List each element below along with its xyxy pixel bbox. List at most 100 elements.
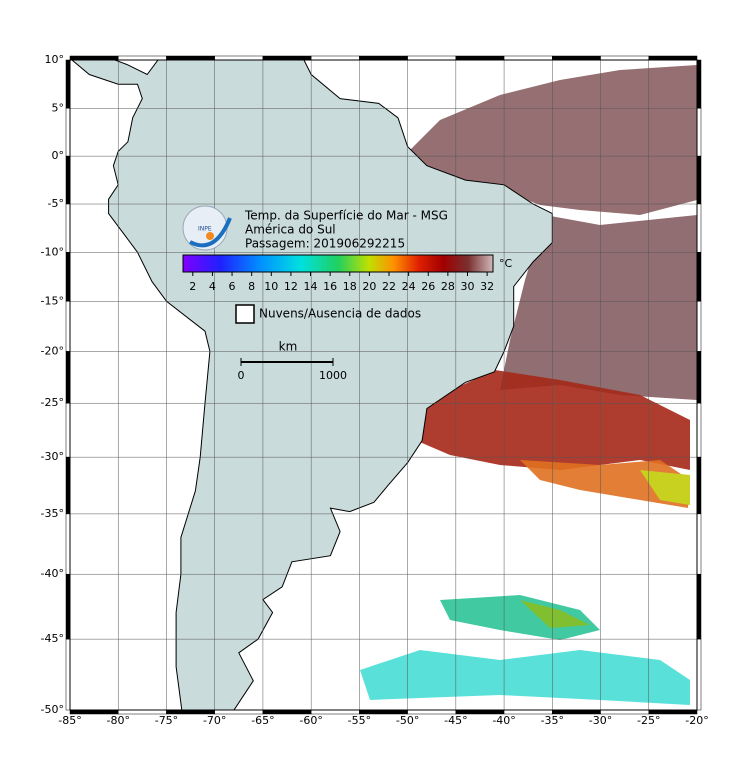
frame-segment (455, 55, 505, 61)
lon-tick-label: -45° (444, 714, 467, 727)
colorbar-tick-label: 4 (209, 280, 216, 293)
frame-segment (503, 55, 553, 61)
frame-segment (65, 513, 71, 575)
colorbar-unit: °C (499, 257, 513, 270)
colorbar-tick-label: 20 (362, 280, 376, 293)
lon-tick-label: -55° (348, 714, 371, 727)
lon-tick-label: -20° (685, 714, 708, 727)
frame-segment (262, 55, 312, 61)
colorbar-tick-label: 10 (264, 280, 278, 293)
no-data-swatch (235, 304, 255, 324)
scale-tick-label: 1000 (319, 369, 347, 382)
frame-segment (696, 252, 702, 302)
colorbar-tick-label: 30 (460, 280, 474, 293)
frame-segment (65, 301, 71, 352)
logo-text: INPE (198, 226, 212, 233)
scale-unit: km (279, 340, 298, 354)
frame-segment (359, 55, 408, 61)
frame-segment (69, 55, 119, 61)
graticule (70, 60, 697, 710)
frame-segment (648, 55, 698, 61)
colorbar-tick-label: 8 (248, 280, 255, 293)
frame-segment (65, 252, 71, 302)
frame-segment (696, 108, 702, 157)
frame-segment (696, 155, 702, 205)
sst-patch (640, 470, 690, 505)
colorbar-tick-label: 32 (480, 280, 494, 293)
lat-tick-label: 0° (52, 149, 65, 162)
map-layer (70, 60, 697, 710)
map-frame (65, 55, 702, 715)
frame-segment (117, 55, 167, 61)
lon-tick-label: -70° (203, 714, 226, 727)
logo: INPE (182, 205, 232, 251)
region: América do Sul (245, 223, 336, 237)
colorbar-tick-label: 2 (189, 280, 196, 293)
frame-segment (65, 402, 71, 458)
frame-segment (696, 59, 702, 109)
lon-tick-label: -35° (541, 714, 564, 727)
frame-segment (310, 55, 360, 61)
frame-segment (696, 402, 702, 458)
frame-segment (696, 203, 702, 253)
lat-tick-label: -45° (41, 632, 64, 645)
lon-tick-label: -80° (106, 714, 129, 727)
frame-segment (65, 59, 71, 109)
lat-tick-label: -10° (41, 245, 64, 258)
frame-segment (696, 456, 702, 515)
frame-segment (696, 513, 702, 575)
sst-patch (440, 595, 600, 640)
frame-border (69, 59, 698, 711)
scale-tick-label: 0 (238, 369, 245, 382)
colorbar-tick-label: 22 (382, 280, 396, 293)
frame-segment (166, 55, 215, 61)
colorbar-tick-label: 28 (441, 280, 455, 293)
colorbar-tick-label: 26 (421, 280, 435, 293)
lat-tick-label: -15° (41, 294, 64, 307)
lat-tick-label: -50° (41, 703, 64, 716)
sst-patch (520, 600, 590, 628)
colorbar-tick-label: 16 (323, 280, 337, 293)
pass-time: Passagem: 201906292215 (245, 237, 405, 251)
sst-patch (410, 65, 697, 215)
lat-tick-label: -40° (41, 567, 64, 580)
colorbar-tick-label: 12 (284, 280, 298, 293)
frame-segment (65, 108, 71, 157)
lon-tick-label: -25° (637, 714, 660, 727)
frame-segment (600, 55, 650, 61)
frame-segment (552, 55, 601, 61)
lon-tick-label: -65° (251, 714, 274, 727)
frame-segment (65, 638, 71, 711)
colorbar-tick-label: 24 (402, 280, 416, 293)
lon-tick-label: -50° (396, 714, 419, 727)
lon-tick-label: -85° (58, 714, 81, 727)
colorbar-ramp (182, 254, 494, 273)
sst-patch (360, 650, 690, 705)
frame-segment (65, 203, 71, 253)
frame-segment (696, 638, 702, 711)
frame-segment (214, 55, 264, 61)
frame-segment (696, 301, 702, 352)
sst-patch (500, 215, 697, 400)
colorbar-tick-label: 6 (229, 280, 236, 293)
lon-tick-label: -30° (589, 714, 612, 727)
frame-segment (407, 55, 457, 61)
lon-tick-label: -40° (492, 714, 515, 727)
title: Temp. da Superfície do Mar - MSG (244, 209, 448, 223)
lat-tick-label: -25° (41, 396, 64, 409)
frame-segment (65, 155, 71, 205)
lat-tick-label: -20° (41, 344, 64, 357)
lat-tick-label: -5° (48, 197, 64, 210)
tick-labels: -85° -80° -75° -70° -65° -60° -55° -50° -45° -40°… (41, 53, 709, 727)
frame-segment (65, 351, 71, 404)
lon-tick-label: -60° (299, 714, 322, 727)
frame-segment (65, 573, 71, 640)
frame-segment (65, 456, 71, 515)
lat-tick-label: 5° (52, 101, 65, 114)
lat-tick-label: -35° (41, 507, 64, 520)
colorbar-tick-label: 14 (304, 280, 318, 293)
colorbar: 2 4 6 8 10 12 14 16 18 20 22 24 26 28 30 32 (182, 254, 494, 293)
colorbar-tick-label: 18 (343, 280, 357, 293)
scale-bar: 0 1000 (238, 358, 347, 382)
